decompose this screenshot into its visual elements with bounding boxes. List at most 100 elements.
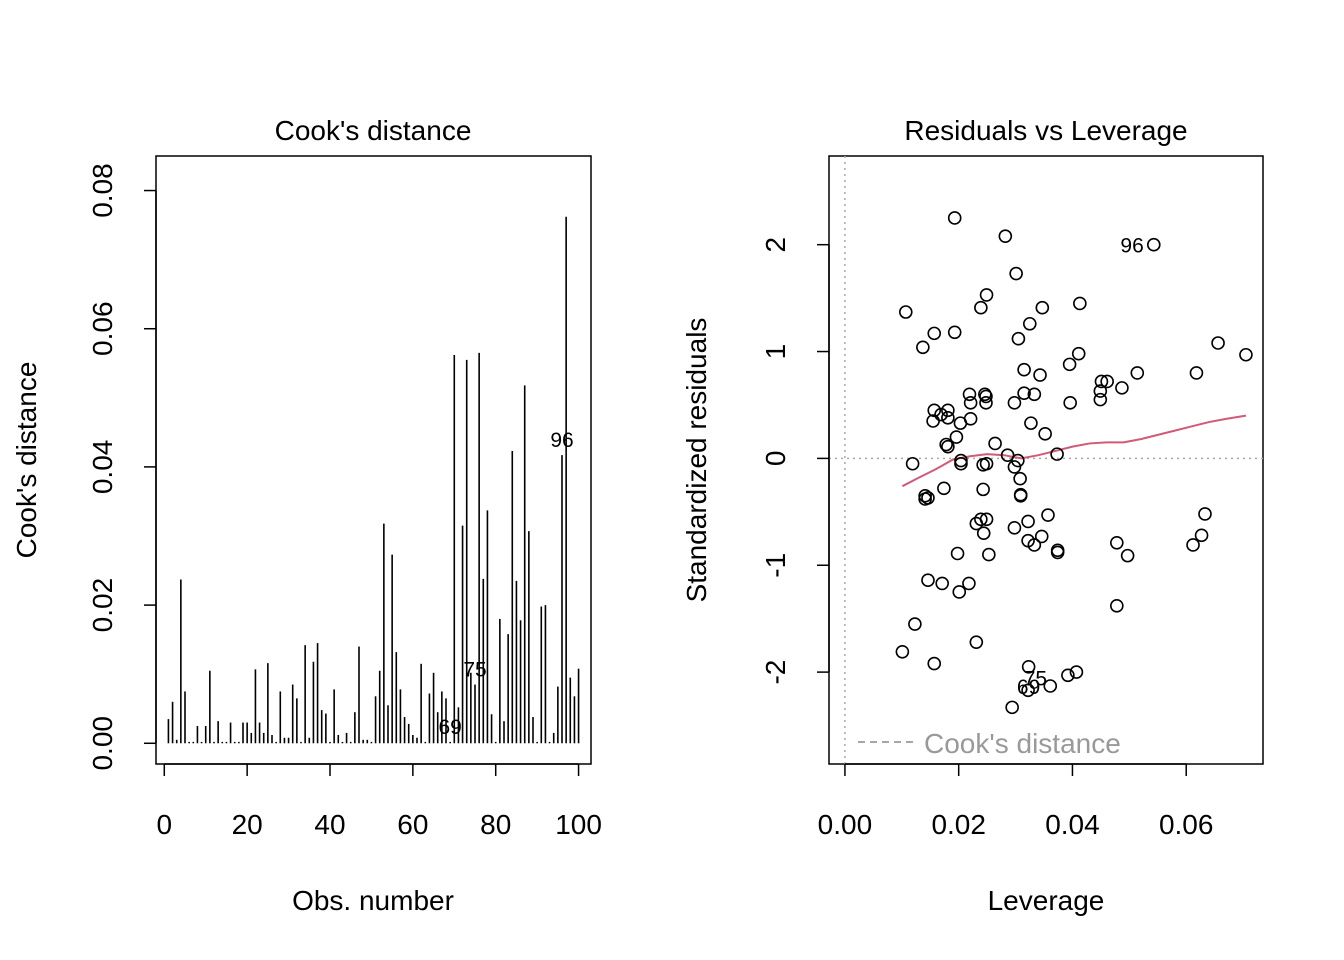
rvl-point	[1009, 266, 1023, 281]
cooks-point-label: 69	[438, 716, 461, 739]
cooks-y-axis-label: Cook's distance	[11, 362, 42, 559]
rvl-point	[1050, 447, 1064, 461]
cooks-x-tick-label: 20	[232, 809, 263, 840]
cooks-x-tick-label: 100	[555, 809, 602, 840]
rvl-point	[947, 325, 962, 340]
rvl-point	[1194, 528, 1209, 543]
legend-text: Cook's distance	[924, 728, 1121, 759]
rvl-point	[1033, 368, 1047, 382]
rvl-point	[962, 387, 977, 402]
rvl-point	[1021, 659, 1036, 674]
rvl-point	[979, 288, 994, 302]
rvl-point	[954, 456, 968, 471]
rvl-point	[934, 407, 948, 422]
rvl-point	[1110, 536, 1124, 550]
rvl-point	[1211, 336, 1225, 350]
cooks-y-tick-label: 0.00	[87, 716, 118, 771]
rvl-point	[921, 573, 935, 588]
rvl-point	[1024, 416, 1038, 430]
rvl-point	[1013, 471, 1027, 486]
rvl-point	[1100, 374, 1114, 389]
cooks-y-tick-label: 0.04	[87, 440, 118, 495]
rvl-point	[1038, 427, 1052, 441]
rvl-point	[988, 436, 1002, 451]
rvl-smooth-curve	[901, 414, 1247, 488]
rvl-point	[982, 547, 996, 562]
rvl-point	[1007, 521, 1022, 535]
rvl-point	[898, 305, 913, 319]
rvl-point	[963, 396, 978, 410]
rvl-y-tick-label: -2	[760, 660, 791, 685]
rvl-point	[1110, 599, 1124, 613]
rvl-point	[1050, 545, 1065, 560]
rvl-point	[941, 439, 955, 454]
rvl-point	[947, 211, 962, 225]
cooks-x-axis-label: Obs. number	[292, 885, 454, 916]
rvl-point	[1000, 448, 1015, 462]
rvl-x-axis: 0.00 0.02 0.04 0.06	[818, 763, 1214, 840]
rvl-point-label: 75	[1024, 667, 1047, 690]
rvl-point	[1130, 366, 1145, 380]
rvl-point	[1041, 508, 1055, 522]
rvl-point	[1021, 514, 1035, 529]
rvl-point	[962, 576, 976, 591]
rvl-point	[998, 229, 1013, 243]
rvl-point	[1011, 331, 1026, 346]
rvl-point	[979, 389, 993, 404]
rvl-point	[974, 512, 988, 527]
rvl-point	[949, 430, 964, 444]
rvl-point	[1043, 679, 1058, 693]
rvl-point	[1120, 548, 1135, 563]
cooks-bars	[167, 216, 580, 744]
rvl-x-tick-label: 0.04	[1045, 809, 1100, 840]
rvl-point	[976, 458, 990, 472]
rvl-point	[1094, 374, 1109, 389]
rvl-point	[1007, 396, 1022, 410]
rvl-title: Residuals vs Leverage	[904, 115, 1187, 146]
rvl-point	[1027, 387, 1042, 402]
rvl-reference-lines	[829, 156, 1263, 764]
cooks-y-tick-label: 0.06	[87, 301, 118, 356]
rvl-point	[927, 326, 942, 341]
rvl-smooth-line	[901, 414, 1247, 488]
rvl-point	[1017, 362, 1031, 377]
rvl-point	[1093, 384, 1108, 398]
cooks-plot-frame	[155, 155, 592, 765]
rvl-point	[918, 492, 932, 506]
cooks-y-axis: 0.00 0.02 0.04 0.06 0.08	[87, 163, 157, 771]
rvl-point-label: 69	[1017, 676, 1040, 699]
cooks-x-axis: 0 20 40 60 80 100	[156, 763, 602, 840]
rvl-point	[1115, 381, 1129, 395]
rvl-point	[1239, 347, 1253, 362]
rvl-y-tick-label: 1	[760, 344, 791, 360]
cooks-point-label: 96	[550, 429, 573, 452]
rvl-point	[974, 300, 988, 315]
rvl-point	[1062, 357, 1077, 372]
rvl-point	[1022, 316, 1037, 331]
rvl-point	[976, 482, 990, 497]
cooks-distance-panel: Cook's distance 69 75 96 0 20 40 60 80 100 0.00…	[11, 115, 602, 916]
rvl-point	[905, 456, 920, 471]
rvl-point	[939, 437, 953, 452]
rvl-point	[1021, 683, 1035, 698]
rvl-point	[954, 453, 968, 468]
cooks-x-tick-label: 80	[480, 809, 511, 840]
rvl-point	[1146, 237, 1161, 252]
rvl-point	[1198, 507, 1212, 521]
rvl-point	[926, 414, 940, 428]
rvl-point	[927, 656, 942, 671]
cooks-y-tick-label: 0.02	[87, 578, 118, 633]
rvl-point	[1035, 300, 1050, 315]
rvl-point	[937, 481, 951, 496]
cooks-x-tick-label: 60	[397, 809, 428, 840]
rvl-point	[952, 585, 967, 599]
rvl-x-tick-label: 0.06	[1159, 809, 1214, 840]
rvl-point	[1189, 366, 1204, 380]
rvl-x-tick-label: 0.02	[931, 809, 986, 840]
rvl-point	[1007, 460, 1022, 474]
cooks-x-tick-label: 0	[156, 809, 172, 840]
rvl-x-axis-label: Leverage	[988, 885, 1105, 916]
rvl-points	[895, 211, 1253, 715]
rvl-point	[1069, 665, 1084, 679]
